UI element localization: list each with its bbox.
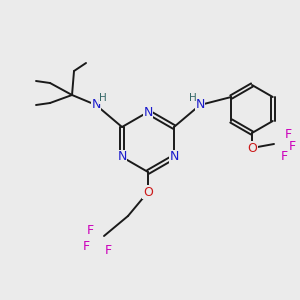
Text: F: F bbox=[284, 128, 292, 140]
Text: N: N bbox=[169, 151, 179, 164]
Text: H: H bbox=[99, 93, 107, 103]
Text: F: F bbox=[288, 140, 296, 152]
Text: F: F bbox=[82, 239, 90, 253]
Text: F: F bbox=[104, 244, 112, 256]
Text: F: F bbox=[86, 224, 94, 236]
Text: F: F bbox=[280, 149, 287, 163]
Text: O: O bbox=[143, 185, 153, 199]
Text: N: N bbox=[143, 106, 153, 118]
Text: N: N bbox=[91, 98, 101, 112]
Text: H: H bbox=[189, 93, 197, 103]
Text: N: N bbox=[117, 151, 127, 164]
Text: N: N bbox=[195, 98, 205, 112]
Text: O: O bbox=[247, 142, 257, 154]
